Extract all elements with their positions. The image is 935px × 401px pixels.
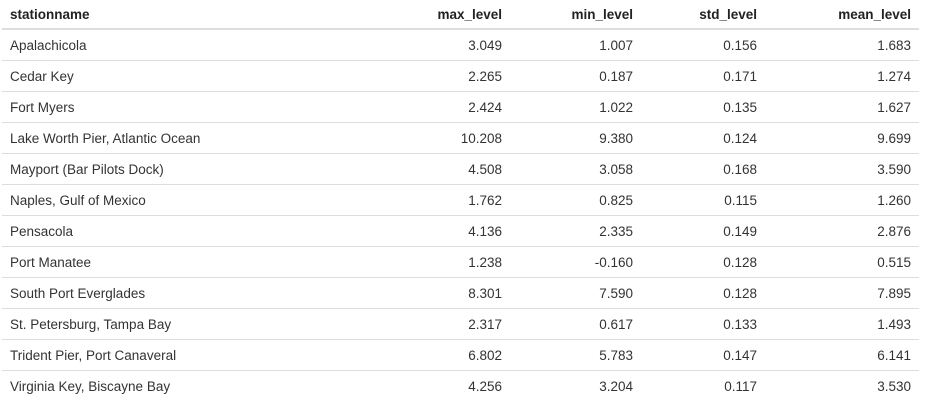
cell-std-level: 0.128 [641,277,765,309]
cell-mean-level: 0.515 [765,246,919,278]
cell-min-level: 5.783 [510,339,641,371]
cell-std-level: 0.168 [641,153,765,185]
cell-mean-level: 1.493 [765,308,919,340]
cell-max-level: 2.265 [272,60,510,92]
cell-mean-level: 3.590 [765,153,919,185]
cell-stationname: Mayport (Bar Pilots Dock) [2,153,272,185]
cell-max-level: 1.238 [272,246,510,278]
cell-min-level: 1.022 [510,91,641,123]
cell-min-level: 1.007 [510,28,641,61]
cell-mean-level: 1.260 [765,184,919,216]
table-row: Cedar Key 2.265 0.187 0.171 1.274 [2,60,919,92]
cell-max-level: 8.301 [272,277,510,309]
cell-max-level: 10.208 [272,122,510,154]
cell-std-level: 0.135 [641,91,765,123]
cell-min-level: 0.825 [510,184,641,216]
cell-max-level: 3.049 [272,28,510,61]
cell-std-level: 0.149 [641,215,765,247]
cell-mean-level: 7.895 [765,277,919,309]
cell-stationname: Trident Pier, Port Canaveral [2,339,272,371]
cell-min-level: 3.058 [510,153,641,185]
cell-min-level: 0.187 [510,60,641,92]
cell-std-level: 0.156 [641,28,765,61]
column-header-max-level[interactable]: max_level [272,0,510,30]
cell-max-level: 4.256 [272,370,510,401]
cell-stationname: Naples, Gulf of Mexico [2,184,272,216]
cell-stationname: Apalachicola [2,28,272,61]
table-row: Port Manatee 1.238 -0.160 0.128 0.515 [2,246,919,278]
cell-min-level: 3.204 [510,370,641,401]
cell-max-level: 6.802 [272,339,510,371]
column-header-std-level[interactable]: std_level [641,0,765,30]
cell-mean-level: 1.683 [765,28,919,61]
table-row: Apalachicola 3.049 1.007 0.156 1.683 [2,28,919,61]
cell-min-level: 0.617 [510,308,641,340]
table-row: Mayport (Bar Pilots Dock) 4.508 3.058 0.168… [2,153,919,185]
cell-std-level: 0.133 [641,308,765,340]
table-body: Apalachicola 3.049 1.007 0.156 1.683 Cedar Ke… [2,28,919,401]
table-row: Pensacola 4.136 2.335 0.149 2.876 [2,215,919,247]
cell-mean-level: 6.141 [765,339,919,371]
column-header-min-level[interactable]: min_level [510,0,641,30]
cell-mean-level: 3.530 [765,370,919,401]
cell-stationname: Port Manatee [2,246,272,278]
cell-max-level: 2.424 [272,91,510,123]
cell-std-level: 0.147 [641,339,765,371]
cell-min-level: -0.160 [510,246,641,278]
cell-max-level: 4.136 [272,215,510,247]
cell-stationname: Cedar Key [2,60,272,92]
cell-stationname: Fort Myers [2,91,272,123]
cell-stationname: Virginia Key, Biscayne Bay [2,370,272,401]
cell-mean-level: 9.699 [765,122,919,154]
table-row: Trident Pier, Port Canaveral 6.802 5.783 0.… [2,339,919,371]
cell-std-level: 0.117 [641,370,765,401]
cell-max-level: 1.762 [272,184,510,216]
cell-std-level: 0.124 [641,122,765,154]
header-row: stationname max_level min_level std_level me… [2,0,919,30]
cell-min-level: 7.590 [510,277,641,309]
cell-stationname: South Port Everglades [2,277,272,309]
column-header-stationname[interactable]: stationname [2,0,272,30]
cell-max-level: 2.317 [272,308,510,340]
cell-stationname: Pensacola [2,215,272,247]
table-header: stationname max_level min_level std_level me… [2,0,919,30]
table-row: Lake Worth Pier, Atlantic Ocean 10.208 9.3… [2,122,919,154]
table-row: St. Petersburg, Tampa Bay 2.317 0.617 0.133… [2,308,919,340]
cell-min-level: 9.380 [510,122,641,154]
cell-mean-level: 1.627 [765,91,919,123]
cell-max-level: 4.508 [272,153,510,185]
cell-stationname: Lake Worth Pier, Atlantic Ocean [2,122,272,154]
table-row: Fort Myers 2.424 1.022 0.135 1.627 [2,91,919,123]
table-row: South Port Everglades 8.301 7.590 0.128 7.89… [2,277,919,309]
cell-mean-level: 1.274 [765,60,919,92]
cell-min-level: 2.335 [510,215,641,247]
cell-mean-level: 2.876 [765,215,919,247]
table-row: Naples, Gulf of Mexico 1.762 0.825 0.115 1.2… [2,184,919,216]
cell-std-level: 0.171 [641,60,765,92]
cell-stationname: St. Petersburg, Tampa Bay [2,308,272,340]
table-row: Virginia Key, Biscayne Bay 4.256 3.204 0.11… [2,370,919,401]
cell-std-level: 0.115 [641,184,765,216]
cell-std-level: 0.128 [641,246,765,278]
column-header-mean-level[interactable]: mean_level [765,0,919,30]
